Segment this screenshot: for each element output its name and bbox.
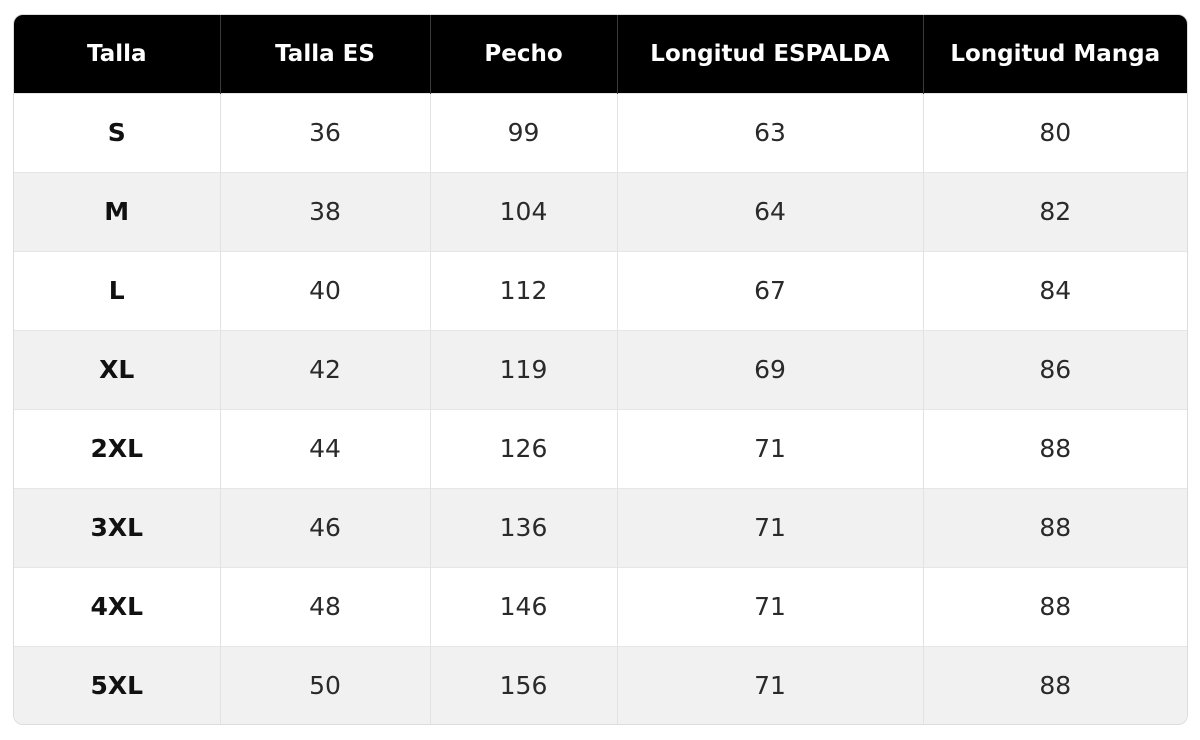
- cell-pecho: 156: [430, 645, 618, 724]
- cell-pecho: 119: [430, 329, 618, 409]
- cell-talla: 4XL: [14, 566, 221, 646]
- table-row: 5XL 50 156 71 88: [14, 645, 1187, 724]
- cell-talla-es: 48: [220, 566, 431, 646]
- table-row: 3XL 46 136 71 88: [14, 487, 1187, 567]
- cell-longitud-espalda: 71: [617, 487, 924, 567]
- header-talla-es: Talla ES: [220, 15, 431, 93]
- cell-talla-es: 38: [220, 171, 431, 251]
- table-row: M 38 104 64 82: [14, 171, 1187, 251]
- cell-longitud-espalda: 67: [617, 250, 924, 330]
- cell-talla-es: 44: [220, 408, 431, 488]
- cell-talla: M: [14, 171, 221, 251]
- cell-pecho: 146: [430, 566, 618, 646]
- table-row: S 36 99 63 80: [14, 92, 1187, 172]
- cell-pecho: 112: [430, 250, 618, 330]
- cell-longitud-espalda: 63: [617, 92, 924, 172]
- cell-longitud-manga: 88: [923, 645, 1187, 724]
- cell-talla: 3XL: [14, 487, 221, 567]
- cell-pecho: 99: [430, 92, 618, 172]
- cell-pecho: 104: [430, 171, 618, 251]
- header-longitud-manga: Longitud Manga: [950, 40, 1161, 67]
- table-row: 2XL 44 126 71 88: [14, 408, 1187, 488]
- cell-talla-es: 42: [220, 329, 431, 409]
- table-row: 4XL 48 146 71 88: [14, 566, 1187, 646]
- table-row: L 40 112 67 84: [14, 250, 1187, 330]
- cell-longitud-espalda: 71: [617, 408, 924, 488]
- size-chart-table-container: Talla Talla ES Pecho Longitud ESPALDA Lo…: [13, 14, 1188, 725]
- cell-pecho: 136: [430, 487, 618, 567]
- cell-longitud-manga: 86: [923, 329, 1187, 409]
- header-pecho: Pecho: [430, 15, 618, 93]
- cell-longitud-espalda: 71: [617, 645, 924, 724]
- cell-longitud-manga: 82: [923, 171, 1187, 251]
- cell-talla-es: 46: [220, 487, 431, 567]
- cell-talla: S: [14, 92, 221, 172]
- cell-talla: XL: [14, 329, 221, 409]
- size-chart-table: Talla Talla ES Pecho Longitud ESPALDA Lo…: [14, 15, 1187, 724]
- cell-longitud-espalda: 69: [617, 329, 924, 409]
- table-body: S 36 99 63 80 M 38 104 64 82 L 40 112 67…: [14, 92, 1187, 724]
- cell-longitud-manga: 88: [923, 487, 1187, 567]
- cell-longitud-manga: 80: [923, 92, 1187, 172]
- table-header: Talla Talla ES Pecho Longitud ESPALDA Lo…: [14, 15, 1187, 93]
- cell-longitud-manga: 88: [923, 566, 1187, 646]
- cell-talla-es: 36: [220, 92, 431, 172]
- header-longitud-espalda: Longitud ESPALDA: [617, 15, 924, 93]
- cell-talla: 5XL: [14, 645, 221, 724]
- cell-longitud-manga: 88: [923, 408, 1187, 488]
- cell-pecho: 126: [430, 408, 618, 488]
- header-talla: Talla: [14, 15, 221, 93]
- header-row: Talla Talla ES Pecho Longitud ESPALDA Lo…: [14, 15, 1187, 93]
- cell-talla-es: 40: [220, 250, 431, 330]
- table-row: XL 42 119 69 86: [14, 329, 1187, 409]
- cell-talla: L: [14, 250, 221, 330]
- cell-talla: 2XL: [14, 408, 221, 488]
- cell-talla-es: 50: [220, 645, 431, 724]
- cell-longitud-manga: 84: [923, 250, 1187, 330]
- cell-longitud-espalda: 64: [617, 171, 924, 251]
- cell-longitud-espalda: 71: [617, 566, 924, 646]
